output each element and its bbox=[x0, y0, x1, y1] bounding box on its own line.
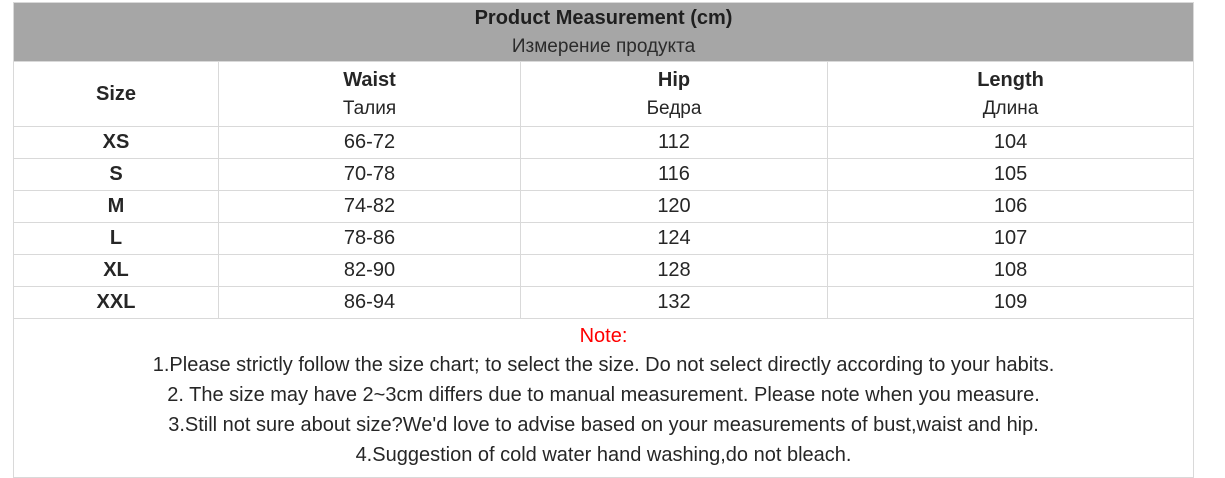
table-row: L 78-86 124 107 bbox=[13, 222, 1195, 255]
length-cell: 109 bbox=[826, 286, 1195, 319]
title-band: Product Measurement (cm) Измерение проду… bbox=[12, 2, 1195, 62]
hip-cell: 128 bbox=[520, 254, 828, 287]
length-cell: 108 bbox=[826, 254, 1195, 287]
column-header-length-en: Length bbox=[977, 69, 1044, 91]
table-row: S 70-78 116 105 bbox=[13, 158, 1195, 191]
size-cell: M bbox=[13, 190, 219, 223]
column-header-hip: Hip Бедра bbox=[520, 61, 828, 127]
note-section: Note: 1.Please strictly follow the size … bbox=[12, 318, 1195, 478]
table-row: XXL 86-94 132 109 bbox=[13, 286, 1195, 319]
note-row: Note: 1.Please strictly follow the size … bbox=[12, 318, 1195, 478]
size-cell: XXL bbox=[13, 286, 219, 319]
hip-cell: 112 bbox=[520, 126, 828, 159]
waist-cell: 66-72 bbox=[218, 126, 521, 159]
column-header-size-label: Size bbox=[95, 82, 137, 105]
waist-cell: 74-82 bbox=[218, 190, 521, 223]
page-title: Product Measurement (cm) bbox=[474, 7, 733, 29]
size-cell: S bbox=[13, 158, 219, 191]
length-cell: 107 bbox=[826, 222, 1195, 255]
length-cell: 106 bbox=[826, 190, 1195, 223]
note-line: 4.Suggestion of cold water hand washing,… bbox=[355, 444, 852, 466]
note-line: 1.Please strictly follow the size chart;… bbox=[152, 354, 1055, 376]
length-cell: 104 bbox=[826, 126, 1195, 159]
waist-cell: 82-90 bbox=[218, 254, 521, 287]
note-line: 2. The size may have 2~3cm differs due t… bbox=[167, 384, 1040, 406]
waist-cell: 78-86 bbox=[218, 222, 521, 255]
note-lines: 1.Please strictly follow the size chart;… bbox=[14, 350, 1193, 470]
column-header-waist: Waist Талия bbox=[218, 61, 521, 127]
page-title-russian: Измерение продукта bbox=[511, 36, 696, 57]
note-label: Note: bbox=[579, 325, 628, 347]
hip-cell: 124 bbox=[520, 222, 828, 255]
size-cell: XS bbox=[13, 126, 219, 159]
column-header-length-ru: Длина bbox=[982, 98, 1039, 119]
waist-cell: 70-78 bbox=[218, 158, 521, 191]
size-cell: L bbox=[13, 222, 219, 255]
measurement-table: Product Measurement (cm) Измерение проду… bbox=[12, 2, 1195, 478]
column-header-hip-en: Hip bbox=[657, 69, 691, 91]
waist-cell: 86-94 bbox=[218, 286, 521, 319]
hip-cell: 116 bbox=[520, 158, 828, 191]
column-header-waist-ru: Талия bbox=[342, 98, 397, 119]
length-cell: 105 bbox=[826, 158, 1195, 191]
hip-cell: 120 bbox=[520, 190, 828, 223]
column-header-waist-en: Waist bbox=[343, 69, 396, 91]
table-row: XS 66-72 112 104 bbox=[13, 126, 1195, 159]
size-cell: XL bbox=[13, 254, 219, 287]
table-row: XL 82-90 128 108 bbox=[13, 254, 1195, 287]
hip-cell: 132 bbox=[520, 286, 828, 319]
column-header-row: Size Waist Талия Hip Бедра Length Длина bbox=[13, 61, 1195, 127]
column-header-length: Length Длина bbox=[826, 61, 1195, 127]
table-body: XS 66-72 112 104 S 70-78 116 105 M 74-82 120 106 L 78… bbox=[13, 126, 1195, 319]
column-header-hip-ru: Бедра bbox=[646, 98, 702, 119]
table-row: M 74-82 120 106 bbox=[13, 190, 1195, 223]
column-header-size: Size bbox=[13, 61, 219, 127]
title-band-row: Product Measurement (cm) Измерение проду… bbox=[12, 2, 1195, 62]
note-line: 3.Still not sure about size?We'd love to… bbox=[168, 414, 1039, 436]
